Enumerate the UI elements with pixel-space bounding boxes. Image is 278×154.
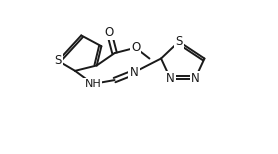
Text: S: S — [175, 35, 183, 48]
Text: N: N — [166, 72, 175, 85]
Text: S: S — [54, 54, 62, 67]
Text: N: N — [130, 66, 138, 79]
Text: O: O — [131, 41, 140, 54]
Text: NH: NH — [85, 79, 101, 89]
Text: O: O — [105, 26, 114, 39]
Text: N: N — [191, 72, 200, 85]
